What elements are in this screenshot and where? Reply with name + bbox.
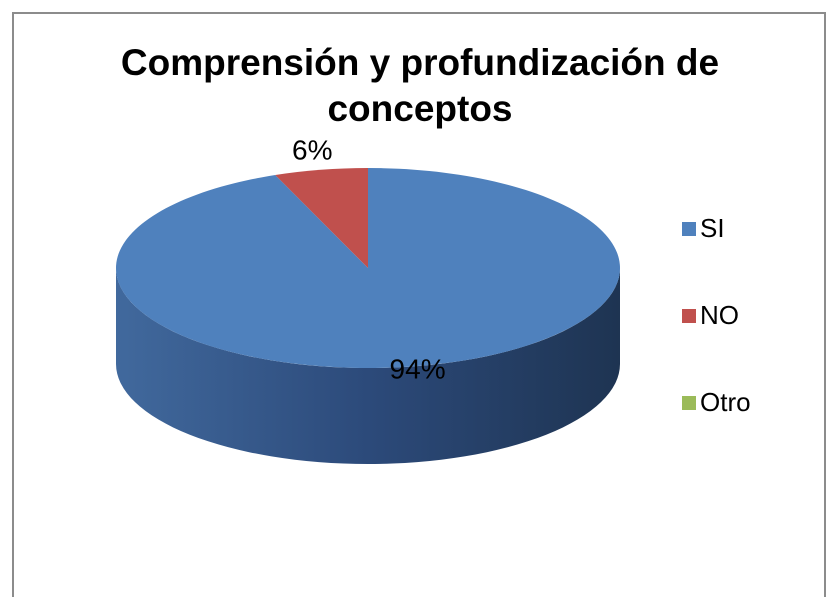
data-label: 94% — [390, 354, 446, 385]
data-label: 6% — [292, 134, 332, 165]
chart-frame — [12, 12, 826, 597]
pie-slice — [275, 168, 368, 268]
chart-title: Comprensión y profundización de concepto… — [120, 42, 720, 129]
legend-swatch — [682, 309, 696, 323]
legend-swatch — [682, 222, 696, 236]
legend-label: NO — [700, 300, 739, 330]
legend-label: Otro — [700, 387, 751, 417]
legend-label: SI — [700, 213, 725, 243]
legend-swatch — [682, 396, 696, 410]
pie-slice-side — [116, 268, 620, 464]
